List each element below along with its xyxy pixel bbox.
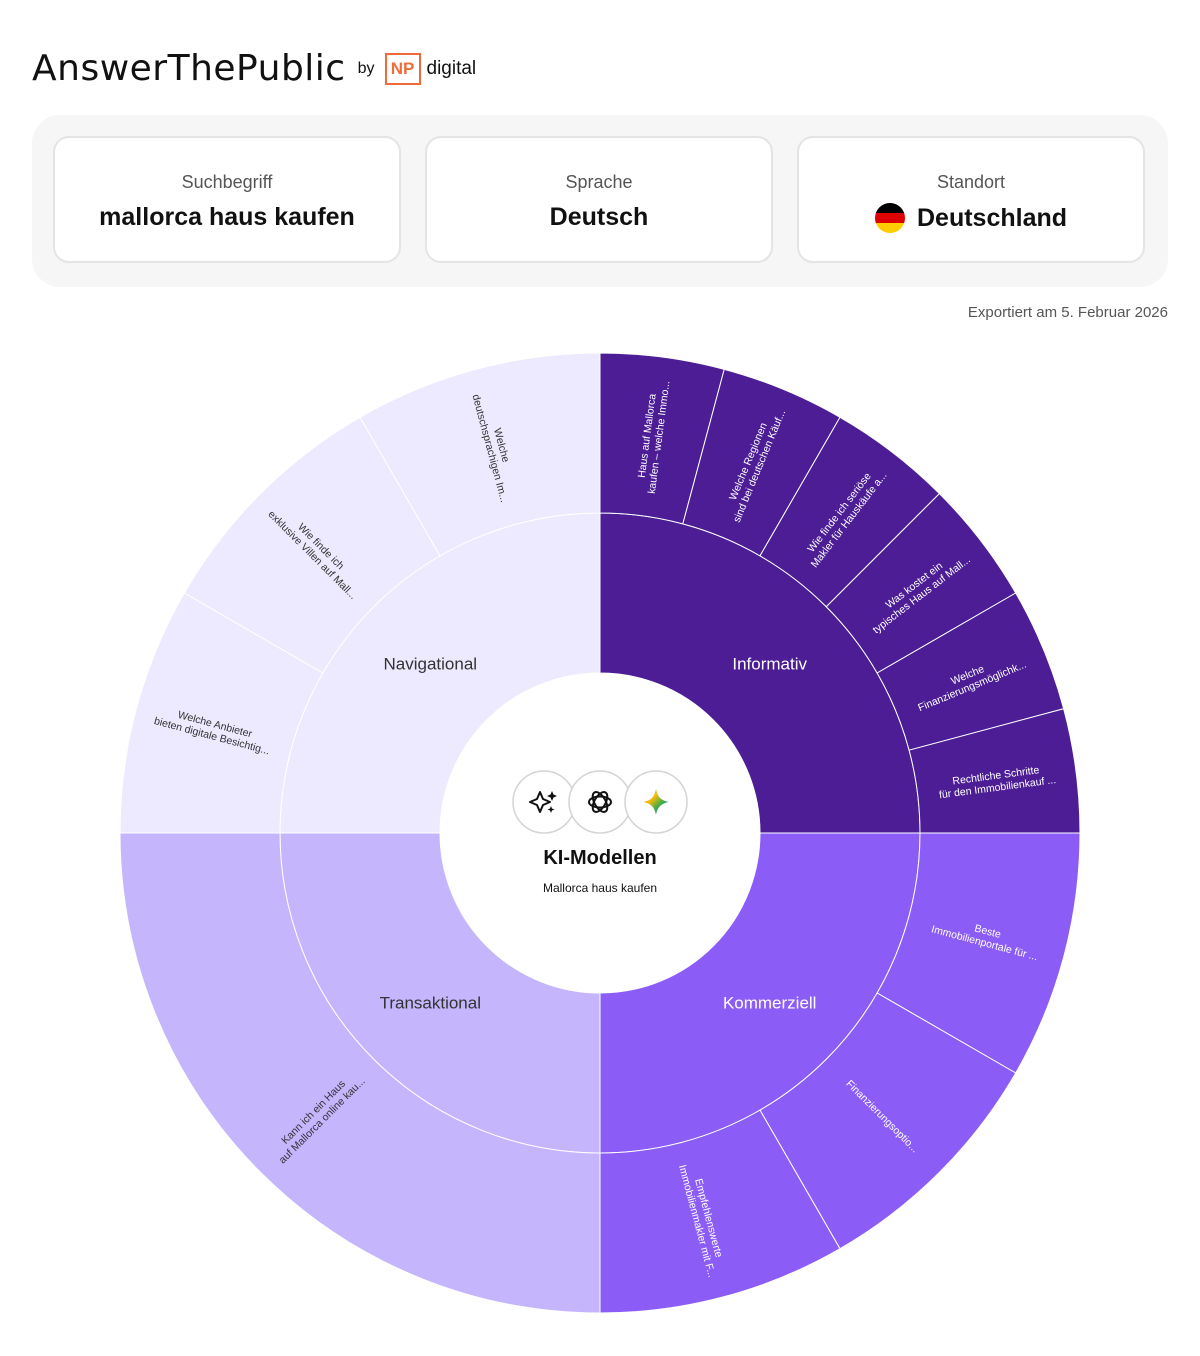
germany-flag-icon: [874, 203, 905, 233]
location-value: Deutschland: [916, 203, 1068, 232]
category-label-kommerziell: Kommerziell: [723, 994, 817, 1013]
language-card[interactable]: Sprache Deutsch: [425, 136, 773, 263]
location-value-row: Deutschland: [799, 203, 1143, 233]
search-term-value: mallorca haus kaufen: [99, 203, 355, 231]
query-segment[interactable]: [119, 832, 601, 1314]
query-segment[interactable]: [359, 352, 601, 557]
search-settings-panel: Suchbegriff mallorca haus kaufen Sprache…: [32, 115, 1168, 287]
brand-by: by: [357, 60, 375, 77]
np-logo: NP: [384, 53, 421, 85]
location-label: Standort: [936, 172, 1006, 192]
header: AnswerThePublic by NP digital: [32, 44, 476, 94]
category-label-navigational: Navigational: [384, 654, 478, 673]
sparkle-icon[interactable]: [512, 770, 576, 834]
openai-icon[interactable]: [568, 770, 632, 834]
location-card[interactable]: Standort Deutschland: [797, 136, 1145, 263]
gemini-icon[interactable]: [624, 770, 688, 834]
language-label: Sprache: [565, 172, 633, 192]
category-label-transaktional: Transaktional: [380, 994, 481, 1013]
language-value: Deutsch: [549, 203, 649, 231]
center-title: KI-Modellen: [543, 847, 656, 869]
np-digital-label: digital: [426, 58, 477, 79]
category-label-informativ: Informativ: [732, 654, 807, 673]
model-icons: [512, 770, 688, 834]
search-term-card[interactable]: Suchbegriff mallorca haus kaufen: [53, 136, 401, 263]
export-date: Exportiert am 5. Februar 2026: [967, 304, 1168, 321]
center-subtitle: Mallorca haus kaufen: [543, 881, 657, 895]
brand-logo[interactable]: AnswerThePublic: [32, 48, 346, 89]
search-term-label: Suchbegriff: [181, 172, 273, 192]
